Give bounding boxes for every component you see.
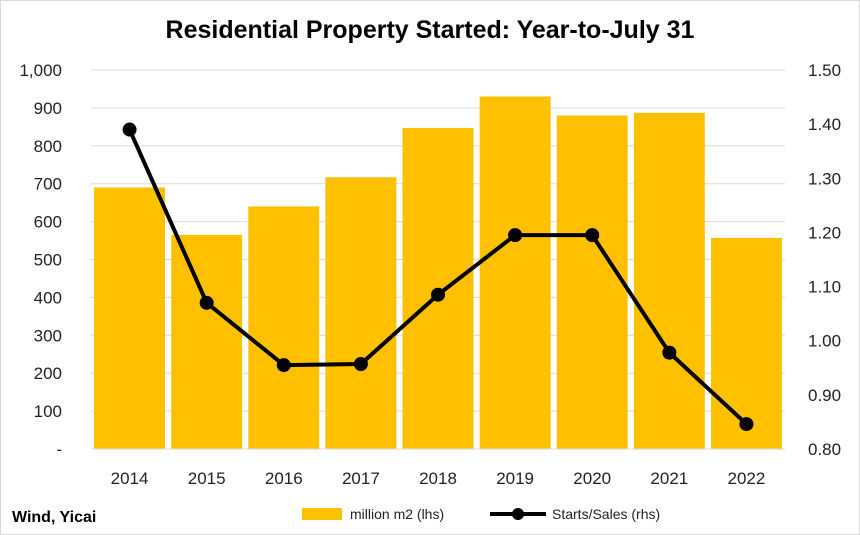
x-tick-label: 2016 — [265, 469, 303, 488]
left-tick-label: 700 — [34, 175, 62, 194]
right-tick-label: 0.80 — [808, 440, 841, 459]
x-tick-label: 2021 — [650, 469, 688, 488]
legend: million m2 (lhs) Starts/Sales (rhs) — [302, 506, 660, 522]
legend-line-label: Starts/Sales (rhs) — [552, 506, 660, 522]
bar — [171, 234, 243, 449]
right-tick-label: 1.10 — [808, 278, 841, 297]
x-tick-label: 2019 — [496, 469, 534, 488]
left-tick-label: 800 — [34, 137, 62, 156]
right-tick-label: 1.20 — [808, 223, 841, 242]
right-axis: 0.80 0.90 1.00 1.10 1.20 1.30 1.40 1.50 — [808, 61, 841, 459]
left-axis: - 100 200 300 400 500 600 700 800 900 1,000 — [19, 61, 62, 459]
right-tick-label: 0.90 — [808, 386, 841, 405]
x-tick-label: 2018 — [419, 469, 457, 488]
right-tick-label: 1.40 — [808, 115, 841, 134]
bar — [94, 187, 166, 450]
line-point — [739, 417, 754, 432]
line-point — [353, 356, 368, 371]
line-series — [122, 122, 754, 432]
bar — [710, 237, 782, 449]
x-axis: 2014 2015 2016 2017 2018 2019 2020 2021 2022 — [91, 448, 785, 488]
right-tick-label: 1.00 — [808, 332, 841, 351]
left-tick-label: 300 — [34, 326, 62, 345]
source-label: Wind, Yicai — [12, 509, 96, 526]
line-point — [276, 358, 291, 373]
x-tick-label: 2015 — [188, 469, 226, 488]
bar — [556, 115, 628, 449]
legend-bar-swatch — [302, 508, 342, 520]
bar — [633, 112, 705, 450]
left-tick-label: 600 — [34, 213, 62, 232]
bar-series — [94, 96, 782, 450]
bar — [479, 96, 551, 449]
right-tick-label: 1.30 — [808, 169, 841, 188]
chart-title: Residential Property Started: Year-to-Ju… — [166, 16, 695, 44]
bar — [325, 177, 397, 449]
x-tick-label: 2020 — [573, 469, 611, 488]
legend-line-marker — [512, 508, 524, 520]
left-tick-label: 400 — [34, 288, 62, 307]
left-tick-label: - — [56, 440, 62, 459]
right-tick-label: 1.50 — [808, 61, 841, 80]
line-point — [199, 295, 214, 310]
line-point — [585, 228, 600, 243]
left-tick-label: 900 — [34, 99, 62, 118]
bar — [248, 206, 320, 449]
x-tick-label: 2017 — [342, 469, 380, 488]
left-tick-label: 100 — [34, 402, 62, 421]
line-point — [662, 345, 677, 360]
left-tick-label: 500 — [34, 251, 62, 270]
x-tick-label: 2022 — [728, 469, 766, 488]
line-point — [122, 122, 137, 137]
legend-bar-label: million m2 (lhs) — [350, 506, 444, 522]
left-tick-label: 200 — [34, 364, 62, 383]
line-point — [431, 287, 445, 302]
x-tick-label: 2014 — [111, 469, 149, 488]
left-tick-label: 1,000 — [19, 61, 62, 80]
line-point — [508, 228, 523, 243]
